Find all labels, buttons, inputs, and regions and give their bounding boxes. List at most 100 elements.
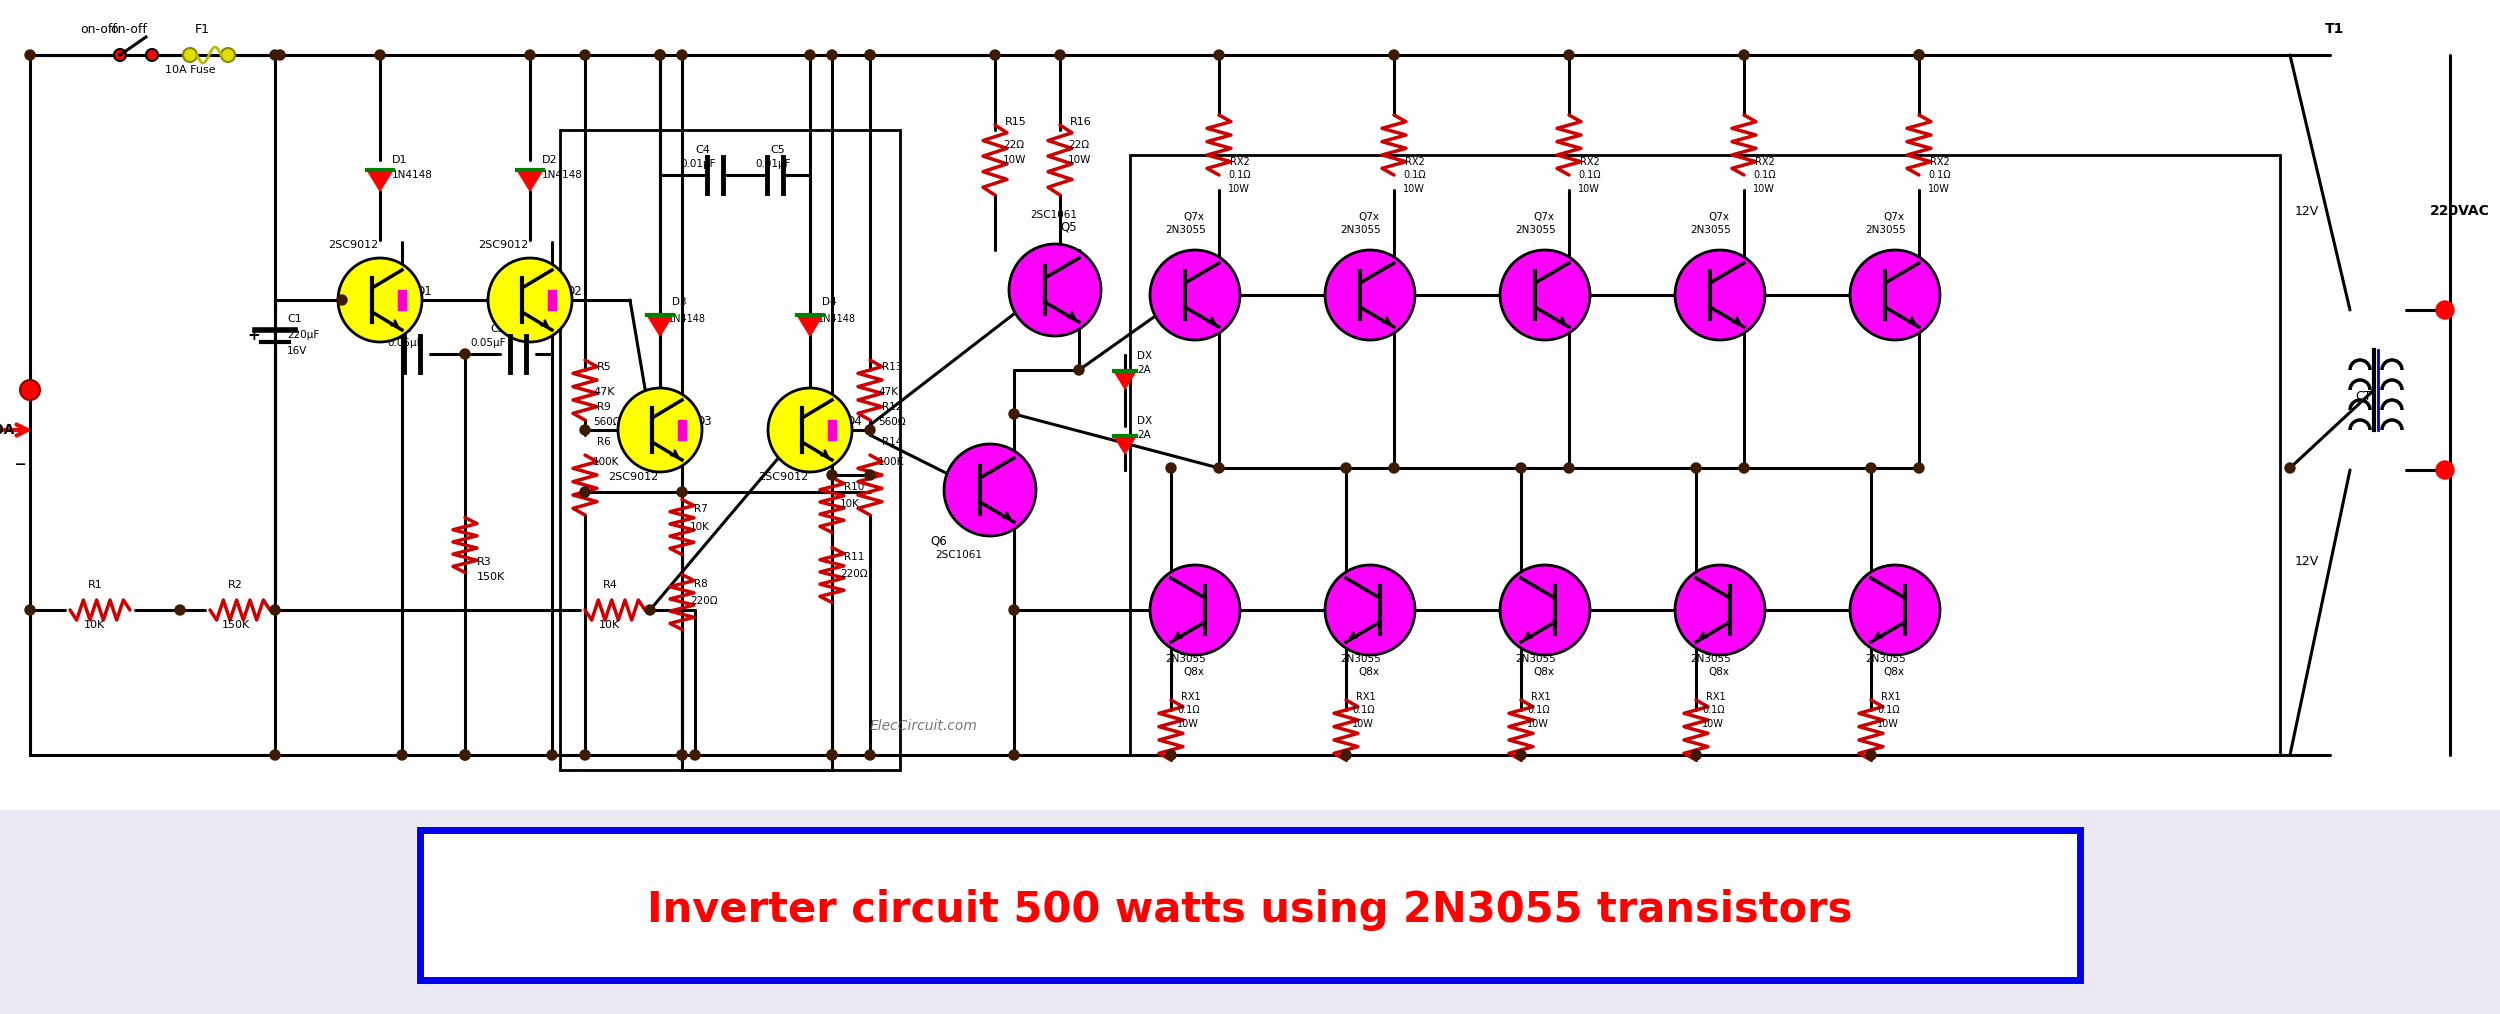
Text: 2N3055: 2N3055 xyxy=(1340,654,1380,664)
Polygon shape xyxy=(368,170,392,191)
Text: 2N3055: 2N3055 xyxy=(1515,225,1555,235)
Text: C1: C1 xyxy=(288,314,302,324)
Text: D1: D1 xyxy=(392,155,408,165)
Circle shape xyxy=(865,425,875,435)
Circle shape xyxy=(828,470,838,480)
Circle shape xyxy=(1340,463,1350,473)
Circle shape xyxy=(1850,565,1940,655)
Circle shape xyxy=(1010,750,1020,760)
Text: 0.1Ω: 0.1Ω xyxy=(1528,705,1550,715)
Circle shape xyxy=(145,49,158,61)
Text: 220μF: 220μF xyxy=(288,330,320,340)
Text: R5: R5 xyxy=(598,362,612,372)
Text: 150K: 150K xyxy=(222,620,250,630)
Circle shape xyxy=(1340,750,1350,760)
Text: RX1: RX1 xyxy=(1180,692,1200,702)
Text: Q8x: Q8x xyxy=(1182,667,1205,677)
Text: 12V: 12V xyxy=(2295,555,2320,568)
Circle shape xyxy=(1865,750,1875,760)
FancyArrowPatch shape xyxy=(822,450,828,456)
Circle shape xyxy=(1675,565,1765,655)
Circle shape xyxy=(25,605,35,615)
Circle shape xyxy=(1390,50,1400,60)
Text: 560Ω: 560Ω xyxy=(878,417,905,427)
Circle shape xyxy=(1675,250,1765,340)
FancyBboxPatch shape xyxy=(0,0,2500,810)
Circle shape xyxy=(270,50,280,60)
Text: Q7x: Q7x xyxy=(1882,212,1905,222)
FancyArrowPatch shape xyxy=(1068,312,1075,318)
Bar xyxy=(398,290,405,310)
Circle shape xyxy=(805,50,815,60)
Text: 2A: 2A xyxy=(1138,430,1150,440)
Text: 0.05μF: 0.05μF xyxy=(470,338,505,348)
Text: RX1: RX1 xyxy=(1880,692,1900,702)
Text: D2: D2 xyxy=(542,155,558,165)
FancyArrowPatch shape xyxy=(1525,633,1532,639)
Text: 10W: 10W xyxy=(1878,719,1900,729)
Circle shape xyxy=(25,50,35,60)
Circle shape xyxy=(1740,50,1750,60)
Circle shape xyxy=(828,750,838,760)
Text: on-off: on-off xyxy=(80,23,118,37)
Text: RX2: RX2 xyxy=(1230,157,1250,167)
Text: R15: R15 xyxy=(1005,117,1028,127)
Circle shape xyxy=(20,380,40,400)
Circle shape xyxy=(375,50,385,60)
Text: R13: R13 xyxy=(882,362,902,372)
Text: 1N4148: 1N4148 xyxy=(668,314,705,324)
Circle shape xyxy=(1325,250,1415,340)
Text: R1: R1 xyxy=(88,580,103,590)
Text: 2N3055: 2N3055 xyxy=(1165,654,1205,664)
Text: 10W: 10W xyxy=(1228,184,1250,194)
Text: 10W: 10W xyxy=(1578,184,1600,194)
Circle shape xyxy=(1915,50,1925,60)
FancyArrowPatch shape xyxy=(1732,317,1740,323)
Circle shape xyxy=(460,750,470,760)
Text: C4: C4 xyxy=(695,145,710,155)
Text: 220Ω: 220Ω xyxy=(690,596,718,606)
Text: 10W: 10W xyxy=(1352,719,1375,729)
Text: R9: R9 xyxy=(598,402,610,412)
Circle shape xyxy=(865,50,875,60)
Circle shape xyxy=(1565,50,1575,60)
FancyArrowPatch shape xyxy=(672,450,678,456)
Circle shape xyxy=(618,388,703,472)
Circle shape xyxy=(1500,250,1590,340)
Text: C5: C5 xyxy=(770,145,785,155)
Text: RX1: RX1 xyxy=(1355,692,1375,702)
Circle shape xyxy=(175,605,185,615)
Text: 100K: 100K xyxy=(592,457,620,467)
Text: 10K: 10K xyxy=(690,522,710,532)
Circle shape xyxy=(1010,409,1020,419)
FancyArrowPatch shape xyxy=(1383,317,1390,323)
Text: 0.01μF: 0.01μF xyxy=(755,159,790,169)
Polygon shape xyxy=(518,170,542,191)
Text: 1N4148: 1N4148 xyxy=(542,170,582,180)
Circle shape xyxy=(1390,463,1400,473)
Text: 10W: 10W xyxy=(1928,184,1950,194)
Text: Q7x: Q7x xyxy=(1358,212,1380,222)
Text: 2N3055: 2N3055 xyxy=(1515,654,1555,664)
Circle shape xyxy=(398,750,408,760)
Circle shape xyxy=(1690,750,1700,760)
Text: C3: C3 xyxy=(490,324,505,334)
Circle shape xyxy=(1215,463,1225,473)
Text: R7: R7 xyxy=(695,504,708,514)
Text: R2: R2 xyxy=(228,580,242,590)
Circle shape xyxy=(548,750,558,760)
Circle shape xyxy=(1515,463,1525,473)
Text: 2SC1061: 2SC1061 xyxy=(1030,210,1078,220)
Text: R11: R11 xyxy=(845,552,865,562)
Circle shape xyxy=(690,750,700,760)
Polygon shape xyxy=(798,315,822,336)
Text: 0.1Ω: 0.1Ω xyxy=(1178,705,1200,715)
Circle shape xyxy=(460,750,470,760)
Text: Inverter circuit 500 watts using 2N3055 transistors: Inverter circuit 500 watts using 2N3055 … xyxy=(648,889,1852,931)
Circle shape xyxy=(275,50,285,60)
Circle shape xyxy=(1150,565,1240,655)
Text: 0.05μF: 0.05μF xyxy=(388,338,422,348)
Circle shape xyxy=(1165,750,1175,760)
Text: RX2: RX2 xyxy=(1755,157,1775,167)
Text: 2N3055: 2N3055 xyxy=(1865,654,1905,664)
